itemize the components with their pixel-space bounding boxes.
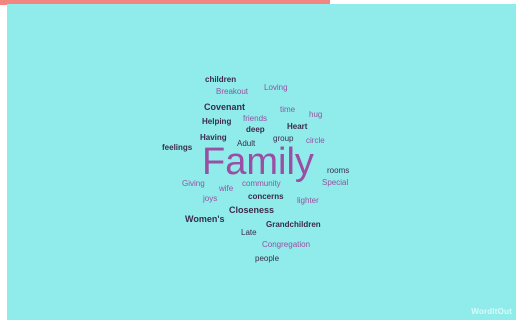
word-cloud-word: feelings: [162, 143, 193, 152]
word-cloud-word: concerns: [248, 192, 284, 201]
word-cloud-word: Closeness: [229, 205, 275, 215]
branding-watermark: WordItOut: [471, 307, 512, 316]
word-cloud-word: Helping: [202, 117, 232, 126]
word-cloud-word: Giving: [182, 179, 205, 188]
word-cloud-word: time: [280, 105, 296, 114]
word-cloud-word: Women's: [185, 214, 225, 224]
word-cloud-word: circle: [306, 136, 325, 145]
word-cloud-word: joys: [203, 194, 218, 203]
word-cloud: children Breakout Loving Covenant time h…: [7, 4, 516, 320]
word-cloud-canvas: children Breakout Loving Covenant time h…: [7, 4, 516, 320]
word-cloud-word: friends: [243, 114, 268, 123]
word-cloud-word: hug: [309, 110, 323, 119]
word-cloud-word: children: [205, 75, 237, 84]
word-cloud-word: Congregation: [262, 240, 311, 249]
word-cloud-word: deep: [246, 125, 265, 134]
word-cloud-word: Covenant: [204, 102, 246, 112]
word-cloud-word: Loving: [264, 83, 288, 92]
word-cloud-word: Special: [322, 178, 349, 187]
word-cloud-word: Heart: [287, 122, 308, 131]
word-cloud-word: lighter: [297, 196, 319, 205]
word-cloud-word: people: [255, 254, 280, 263]
top-accent-strip: [0, 0, 330, 5]
word-cloud-word: Grandchildren: [266, 220, 321, 229]
word-cloud-word: Breakout: [216, 87, 249, 96]
word-cloud-word: Having: [200, 133, 227, 142]
word-cloud-word: wife: [219, 184, 234, 193]
word-cloud-word: rooms: [327, 166, 350, 175]
word-cloud-word: group: [273, 134, 294, 143]
word-cloud-word: Adult: [237, 139, 256, 148]
word-cloud-word-largest: Family: [202, 141, 314, 183]
word-cloud-word: Late: [241, 228, 257, 237]
word-cloud-word: community: [242, 179, 281, 188]
